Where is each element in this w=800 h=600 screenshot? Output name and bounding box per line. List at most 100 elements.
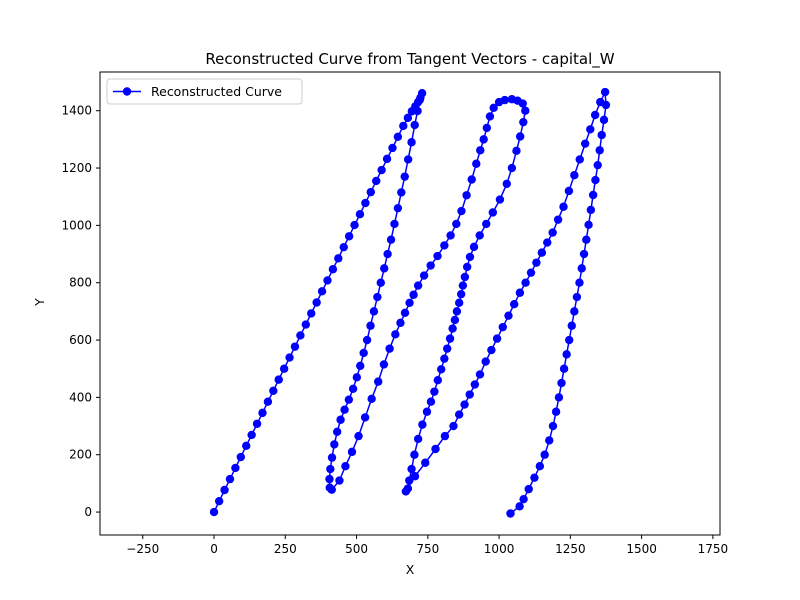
data-point <box>553 215 563 224</box>
x-tick-label: −250 <box>126 542 159 556</box>
data-point <box>307 309 316 318</box>
y-axis-label: Y <box>32 298 47 307</box>
data-point <box>564 186 574 196</box>
data-point <box>532 258 541 267</box>
data-point <box>405 298 414 307</box>
data-point <box>325 474 334 484</box>
data-point <box>418 420 427 429</box>
data-point <box>559 202 568 211</box>
data-point <box>575 278 584 287</box>
data-point <box>543 238 552 247</box>
data-point <box>399 121 408 131</box>
data-point <box>462 191 471 200</box>
data-point <box>572 292 582 302</box>
data-point <box>431 444 440 454</box>
data-point <box>509 300 519 309</box>
data-point <box>557 378 566 388</box>
data-point <box>437 365 446 374</box>
data-point <box>506 509 515 518</box>
data-point <box>263 397 273 406</box>
data-point <box>507 163 517 173</box>
data-point <box>454 298 464 307</box>
data-point <box>274 375 283 384</box>
data-point <box>526 268 536 277</box>
data-point <box>595 146 604 155</box>
data-point <box>519 494 528 504</box>
data-point <box>328 265 338 274</box>
data-point <box>460 272 470 282</box>
data-point <box>601 100 611 110</box>
data-point <box>479 135 488 144</box>
data-point <box>469 242 479 252</box>
data-point <box>355 209 365 219</box>
data-point <box>445 334 455 343</box>
data-point <box>369 307 379 316</box>
data-point <box>597 130 606 140</box>
data-point <box>462 262 472 272</box>
data-point <box>548 421 558 431</box>
data-point <box>590 110 600 120</box>
data-point <box>485 112 495 121</box>
data-point <box>586 125 595 134</box>
data-point <box>559 364 569 373</box>
data-point <box>430 387 439 396</box>
data-point <box>518 99 527 108</box>
data-point <box>521 106 530 115</box>
data-point <box>456 289 466 299</box>
data-point <box>440 354 449 363</box>
data-point <box>467 175 476 184</box>
data-point <box>410 120 419 130</box>
data-point <box>386 235 396 244</box>
data-point <box>376 278 385 287</box>
x-tick-label: 750 <box>416 542 439 556</box>
y-tick-label: 1000 <box>61 218 92 232</box>
data-point <box>588 190 598 200</box>
data-point <box>465 252 475 262</box>
data-point <box>448 324 457 333</box>
data-point <box>350 220 359 230</box>
data-point <box>530 473 539 482</box>
data-point <box>599 115 609 125</box>
data-point <box>258 408 267 418</box>
data-point <box>269 386 278 395</box>
data-point <box>379 360 389 369</box>
data-point <box>344 232 354 241</box>
data-point <box>548 228 557 237</box>
data-point <box>326 464 335 474</box>
x-tick-label: 1750 <box>698 542 729 556</box>
data-point <box>374 377 383 386</box>
data-point <box>383 249 392 259</box>
x-tick-label: 1500 <box>626 542 657 556</box>
data-point <box>220 485 229 495</box>
data-point <box>391 330 400 339</box>
plot-frame <box>99 71 721 536</box>
data-point <box>504 311 513 320</box>
y-tick-label: 1200 <box>61 161 92 175</box>
legend: Reconstructed Curve <box>106 78 303 105</box>
data-point <box>452 307 462 316</box>
data-point <box>361 198 370 208</box>
data-point <box>373 292 382 302</box>
data-point <box>400 308 410 318</box>
data-point <box>400 172 409 181</box>
data-point <box>570 171 579 180</box>
data-point <box>409 290 418 299</box>
data-point <box>593 160 602 170</box>
data-point <box>354 431 363 441</box>
data-point <box>372 176 381 186</box>
data-point <box>545 436 554 445</box>
data-point <box>475 370 485 379</box>
data-point <box>512 146 521 156</box>
data-point <box>352 373 362 382</box>
x-tick-label: 1250 <box>555 542 586 556</box>
data-point <box>521 278 530 287</box>
data-point <box>565 335 574 345</box>
data-point <box>579 249 589 259</box>
data-point <box>586 205 596 215</box>
data-point <box>356 361 365 371</box>
data-point <box>317 287 327 296</box>
legend-label: Reconstructed Curve <box>151 84 282 99</box>
y-tick-label: 1400 <box>61 104 92 118</box>
data-point <box>562 350 571 359</box>
data-point <box>415 95 425 105</box>
